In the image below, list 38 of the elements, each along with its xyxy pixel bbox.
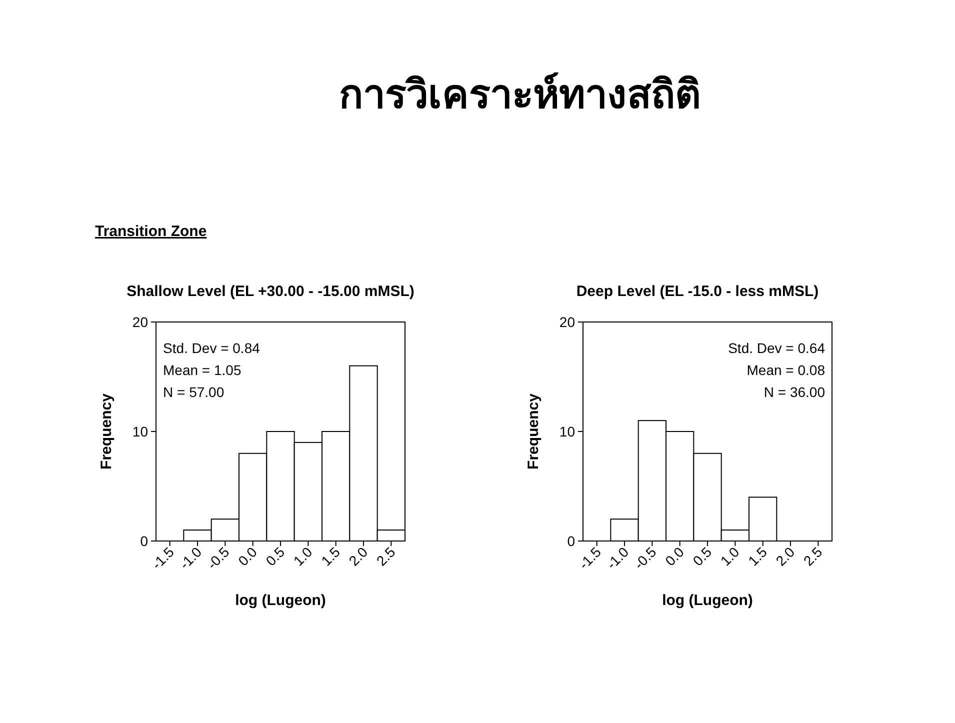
x-tick-label: 0.0 xyxy=(662,544,688,569)
x-tick-label: 2.5 xyxy=(800,544,826,569)
y-tick-label: 10 xyxy=(132,424,148,440)
annotation: Std. Dev = 0.64 xyxy=(728,340,826,356)
x-tick-label: 2.0 xyxy=(772,544,798,569)
x-tick-label: 2.5 xyxy=(373,544,398,569)
x-tick-label: 0.5 xyxy=(690,544,715,569)
annotation: Mean = 0.08 xyxy=(746,362,826,378)
y-tick-label: 10 xyxy=(559,424,576,440)
y-tick-label: 0 xyxy=(140,533,148,549)
annotation: N = 36.00 xyxy=(764,384,826,400)
x-tick-label: 1.0 xyxy=(717,544,742,569)
x-tick-label: 1.5 xyxy=(744,544,770,569)
x-axis-title: log (Lugeon) xyxy=(235,592,326,609)
x-tick-label: -1.0 xyxy=(176,544,205,572)
annotation: Std. Dev = 0.84 xyxy=(163,340,260,356)
x-tick-label: 0.5 xyxy=(262,544,288,569)
x-tick-label: -0.5 xyxy=(630,544,660,572)
x-tick-label: -1.5 xyxy=(148,544,178,572)
text: Transition Zone xyxy=(95,223,207,240)
x-tick-label: 0.0 xyxy=(234,544,260,569)
x-tick-label: -1.0 xyxy=(603,544,632,572)
x-axis-title: log (Lugeon) xyxy=(662,592,753,609)
y-tick-label: 20 xyxy=(132,314,148,330)
annotation: N = 57.00 xyxy=(163,384,224,400)
x-tick-label: 1.0 xyxy=(290,544,316,569)
y-axis-title: Frequency xyxy=(525,392,542,470)
text: การวิเคราะห์ทางสถิติ xyxy=(339,72,701,117)
x-tick-label: -1.5 xyxy=(576,544,604,572)
y-tick-label: 20 xyxy=(559,314,576,330)
x-tick-label: -0.5 xyxy=(204,544,232,572)
chart-title: Shallow Level (EL +30.00 - -15.00 mMSL) xyxy=(126,283,414,300)
y-tick-label: 0 xyxy=(567,533,576,549)
annotation: Mean = 1.05 xyxy=(163,362,242,378)
x-tick-label: 1.5 xyxy=(318,544,344,569)
x-tick-label: 2.0 xyxy=(346,544,371,569)
y-axis-title: Frequency xyxy=(98,392,115,470)
chart-title: Deep Level (EL -15.0 - less mMSL) xyxy=(576,283,819,300)
